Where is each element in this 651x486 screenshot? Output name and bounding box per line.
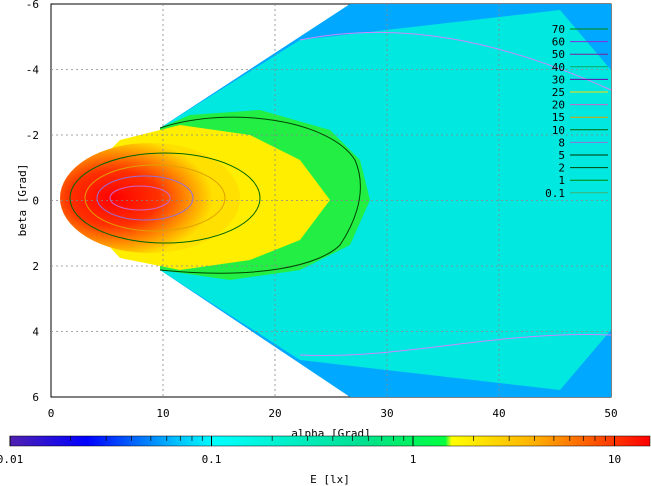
colorbar-tick-label: 0.1 — [202, 453, 222, 466]
legend-label: 60 — [552, 36, 565, 49]
colorbar-ticks: 0.01 0.1 1 10 — [0, 436, 621, 466]
x-tick-label: 10 — [156, 407, 169, 420]
legend-label: 30 — [552, 73, 565, 86]
legend-label: 20 — [552, 99, 565, 112]
colorbar-tick-label: 0.01 — [0, 453, 23, 466]
y-tick-label: 2 — [32, 260, 39, 273]
x-tick-label: 30 — [380, 407, 393, 420]
x-tick-label: 40 — [492, 407, 505, 420]
y-tick-label: 0 — [32, 195, 39, 208]
colorbar-tick-label: 1 — [410, 453, 417, 466]
y-axis-label: beta [Grad] — [16, 164, 29, 237]
y-tick-label: 4 — [32, 326, 39, 339]
x-tick-label: 20 — [268, 407, 281, 420]
y-tick-label: -2 — [26, 129, 39, 142]
grid-lines — [51, 4, 611, 397]
legend-label: 25 — [552, 86, 565, 99]
contour-6 — [299, 31, 612, 91]
legend-label: 40 — [552, 61, 565, 74]
y-axis-ticks: -6 -4 -2 0 2 4 6 — [26, 0, 40, 404]
x-tick-label: 0 — [48, 407, 55, 420]
contour-lines — [69, 31, 612, 357]
cone-cyan-region — [160, 10, 611, 390]
contour-2 — [96, 175, 194, 221]
colorbar-label: E [lx] — [310, 473, 350, 486]
contour-1 — [109, 185, 171, 211]
y-tick-label: 6 — [32, 391, 39, 404]
x-axis-ticks: 0 10 20 30 40 50 — [48, 407, 618, 420]
legend-label: 0.1 — [545, 187, 565, 200]
contour-3 — [84, 164, 226, 232]
legend-label: 10 — [552, 124, 565, 137]
legend-label: 1 — [558, 174, 565, 187]
contour-7 — [299, 333, 612, 357]
x-tick-label: 50 — [604, 407, 617, 420]
contour-4 — [69, 152, 261, 244]
contour-5 — [159, 116, 361, 274]
y-tick-label: -4 — [26, 64, 40, 77]
legend-label: 8 — [558, 136, 565, 149]
legend-label: 5 — [558, 149, 565, 162]
legend-label: 50 — [552, 48, 565, 61]
legend-label: 70 — [552, 23, 565, 36]
y-tick-label: -6 — [26, 0, 39, 11]
legend-label: 15 — [552, 111, 565, 124]
legend-label: 2 — [558, 162, 565, 175]
colorbar-tick-label: 10 — [608, 453, 621, 466]
